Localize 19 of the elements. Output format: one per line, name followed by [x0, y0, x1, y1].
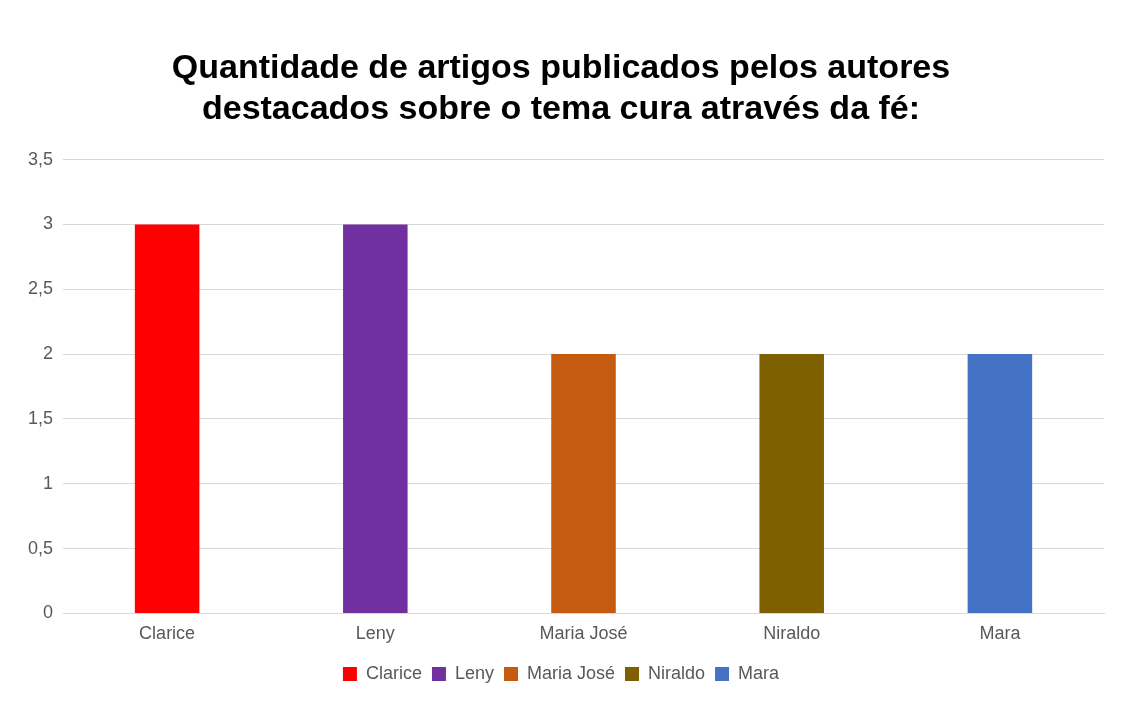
- y-tick-label: 1,5: [27, 407, 54, 428]
- y-tick-label: 3,5: [27, 148, 54, 169]
- legend-label: Leny: [454, 662, 494, 683]
- chart-title: Quantidade de artigos publicados pelos autores destacados sobre o tema cura através da fé:: [171, 46, 951, 126]
- y-tick-label: 0,5: [27, 537, 54, 558]
- y-tick-label: 3: [43, 213, 54, 234]
- x-tick-label: Niraldo: [763, 623, 821, 644]
- legend-label: Maria José: [526, 662, 616, 683]
- y-tick-label: 1: [43, 472, 54, 493]
- legend-label: Mara: [738, 662, 781, 683]
- legend-label: Clarice: [365, 662, 422, 683]
- x-tick-label: Leny: [355, 623, 395, 644]
- x-tick-label: Mara: [979, 623, 1022, 644]
- y-tick-label: 2: [43, 343, 54, 364]
- y-tick-label: 0: [43, 602, 54, 623]
- x-tick-label: Clarice: [139, 623, 196, 644]
- x-tick-label: Maria José: [539, 623, 628, 644]
- legend-label: Niraldo: [648, 662, 706, 683]
- y-tick-label: 2,5: [27, 278, 54, 299]
